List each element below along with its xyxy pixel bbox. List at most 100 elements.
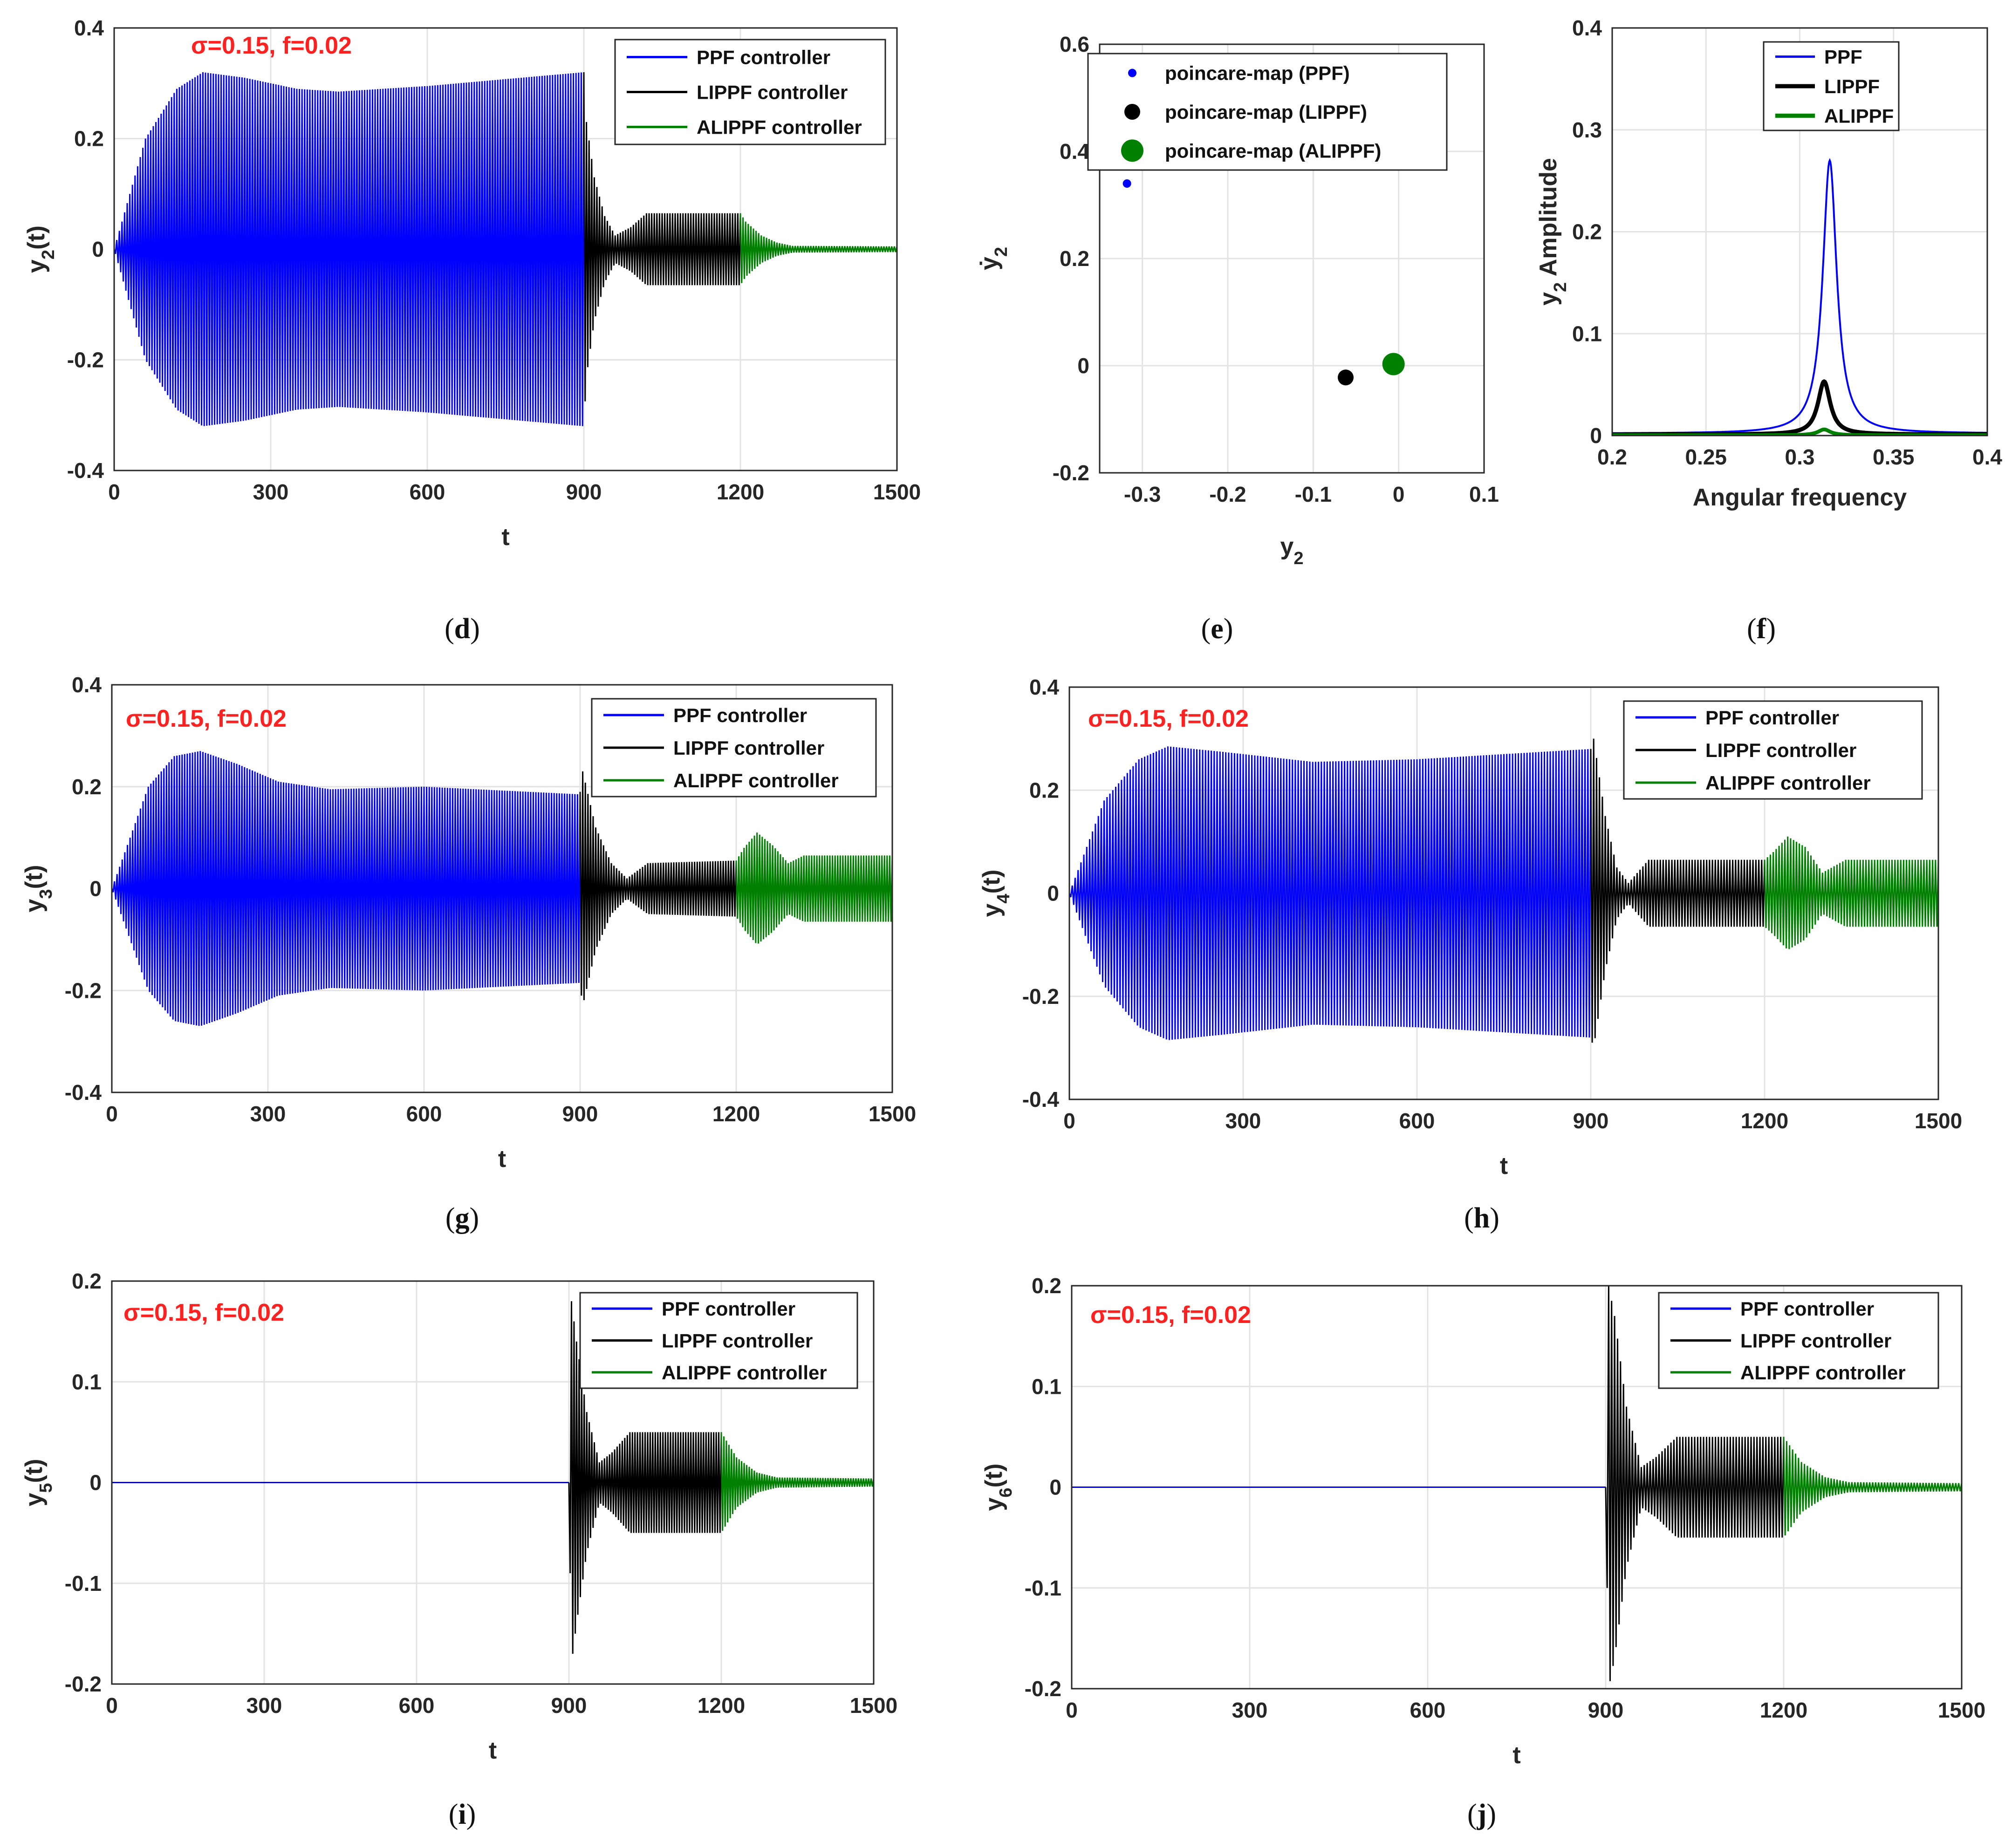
caption-i: (i) [448, 1799, 476, 1830]
chart-g-ytick-label-2: 0 [89, 877, 102, 901]
chart-i-xlabel: t [489, 1737, 497, 1764]
chart-i-ytick-label-4: 0.2 [72, 1269, 102, 1293]
chart-g-axes-box [111, 684, 893, 1093]
chart-panel-i: 0 300 600 900 1200 1500 -0.2 -0.1 0 0.1 0.2 t y5(t) σ… [0, 1258, 951, 1789]
chart-i-series-group [112, 1301, 874, 1654]
chart-d-ylabel-tail: (t) [23, 225, 50, 250]
chart-j-ytick-label-1: -0.1 [1025, 1576, 1061, 1600]
chart-f-ylabel-tail: Amplitude [1535, 158, 1562, 282]
chart-i-series-1-line [568, 1301, 722, 1654]
chart-j-xtick-label-5: 1500 [1938, 1698, 1985, 1722]
caption-j-letter: j [1477, 1799, 1487, 1830]
chart-e-legend-label-2: poincare-map (ALIPPF) [1165, 140, 1381, 162]
chart-j-ylabel-main: y [980, 1498, 1007, 1511]
chart-g-legend-label-2: ALIPPF controller [673, 770, 839, 791]
chart-i-axes-box [111, 1280, 875, 1685]
chart-d-xtick-label-0: 0 [108, 480, 120, 504]
chart-g-xtick-label-2: 600 [406, 1102, 442, 1126]
chart-h-ylabel: y4(t) [978, 869, 1013, 917]
chart-d-ylabel-sub: 2 [39, 250, 58, 259]
chart-g-xlabel: t [498, 1146, 506, 1173]
chart-d-ytick-label-0: -0.4 [67, 458, 104, 483]
chart-d-ytick-label-2: 0 [92, 237, 104, 261]
chart-h-xtick-label-3: 900 [1573, 1109, 1609, 1133]
chart-g-xtick-label-1: 300 [250, 1102, 286, 1126]
chart-d-xtick-label-5: 1500 [873, 480, 921, 504]
chart-f-svg: 0.2 0.25 0.3 0.35 0.4 0 0.1 0.2 0.3 0.4 Angular fr… [1535, 16, 2002, 511]
caption-f-letter: f [1756, 613, 1766, 645]
chart-h-legend-label-0: PPF controller [1705, 707, 1839, 729]
chart-i-xtick-label-4: 1200 [698, 1693, 745, 1718]
chart-j-ylabel: y6(t) [980, 1463, 1016, 1511]
chart-e-xtick-label-3: 0 [1393, 482, 1405, 506]
chart-f-xtick-label-4: 0.4 [1972, 445, 2002, 469]
chart-g-ylabel-sub: 3 [36, 889, 56, 899]
chart-h-xtick-label-4: 1200 [1741, 1109, 1788, 1133]
chart-g-series-1-line [579, 771, 737, 1001]
chart-g-ytick-label-4: 0.4 [72, 673, 102, 697]
chart-i-legend-label-1: LIPPF controller [662, 1330, 813, 1352]
chart-g-ytick-label-3: 0.2 [72, 775, 102, 799]
chart-g-xtick-label-0: 0 [106, 1102, 118, 1126]
chart-f-ylabel-main: y [1535, 292, 1562, 306]
chart-g-ytick-label-0: -0.4 [65, 1080, 102, 1105]
chart-j-ytick-label-3: 0.1 [1032, 1374, 1061, 1398]
chart-i-xtick-label-0: 0 [106, 1693, 118, 1718]
chart-j-xtick-label-1: 300 [1232, 1698, 1268, 1722]
chart-h-ylabel-tail: (t) [978, 869, 1005, 893]
chart-j-xlabel: t [1512, 1742, 1520, 1769]
chart-f-xlabel: Angular frequency [1693, 484, 1907, 511]
chart-e-ytick-label-3: 0.4 [1060, 139, 1089, 164]
chart-f-xtick-label-3: 0.35 [1873, 445, 1915, 469]
chart-d-ytick-label-4: 0.4 [74, 16, 104, 40]
chart-h-xtick-label-1: 300 [1225, 1109, 1261, 1133]
chart-panel-e: -0.3 -0.2 -0.1 0 0.1 -0.2 0 0.2 0.4 0.6 y2 ẏ2 poinca… [932, 0, 1510, 587]
chart-e-series-group [1122, 179, 1405, 386]
chart-g-xtick-label-5: 1500 [869, 1102, 916, 1126]
chart-f-legend-label-2: ALIPPF [1824, 105, 1894, 127]
chart-e-xlabel-sub: 2 [1293, 549, 1303, 568]
chart-i-ylabel: y5(t) [21, 1459, 56, 1506]
caption-d-letter: d [454, 613, 471, 645]
caption-h: (h) [1464, 1202, 1499, 1234]
chart-j-xtick-label-3: 900 [1588, 1698, 1624, 1722]
chart-i-ylabel-main: y [21, 1493, 48, 1507]
chart-e-xlabel: y2 [1280, 533, 1303, 568]
chart-d-svg: 0 300 600 900 1200 1500 -0.4 -0.2 0 0.2 0.4 t y2(t) σ… [23, 16, 921, 551]
chart-j-ytick-label-0: -0.2 [1025, 1677, 1061, 1701]
chart-e-svg: -0.3 -0.2 -0.1 0 0.1-0.200.20.40.6y2ẏ2poinca… [976, 32, 1499, 568]
chart-h-legend-label-2: ALIPPF controller [1705, 772, 1871, 794]
caption-g: (g) [445, 1202, 479, 1234]
chart-i-ytick-label-0: -0.2 [65, 1672, 102, 1696]
chart-h-ylabel-main: y [978, 904, 1005, 917]
chart-g-xtick-label-4: 1200 [712, 1102, 760, 1126]
chart-j-series-1-line [1605, 1286, 1785, 1681]
chart-d-ytick-label-3: 0.2 [74, 127, 104, 151]
chart-e-point-1-0 [1338, 369, 1354, 386]
chart-d-xtick-label-2: 600 [410, 480, 445, 504]
chart-e-ytick-label-1: 0 [1077, 354, 1089, 378]
chart-j-ytick-label-2: 0 [1049, 1475, 1061, 1500]
chart-d-legend: PPF controller LIPPF controller ALIPPF con… [614, 39, 886, 145]
chart-f-legend: PPF LIPPF ALIPPF [1763, 41, 1900, 131]
chart-d-xlabel: t [501, 524, 509, 551]
chart-e-xtick-label-0: -0.3 [1124, 482, 1161, 506]
chart-i-xtick-label-5: 1500 [850, 1693, 897, 1718]
chart-j-legend-label-0: PPF controller [1740, 1298, 1874, 1320]
chart-h-axes-box [1068, 686, 1939, 1100]
chart-j-series-2-line [1783, 1437, 1962, 1536]
chart-e-legend: poincare-map (PPF) poincare-map (LIPPF) po… [1087, 53, 1448, 171]
chart-j-axes-box [1071, 1285, 1963, 1690]
chart-f-xtick-label-2: 0.3 [1785, 445, 1815, 469]
chart-f-ytick-label-3: 0.3 [1572, 118, 1602, 142]
chart-f-ylabel: y2 Amplitude [1535, 158, 1570, 306]
chart-i-svg: 0 300 600 900 1200 1500 -0.2 -0.1 0 0.1 0.2 t y5(t) σ… [21, 1269, 897, 1764]
chart-d-ytick-label-1: -0.2 [67, 348, 104, 372]
chart-d-series-1-line [583, 72, 741, 402]
chart-d-legend-label-2: ALIPPF controller [697, 116, 862, 138]
chart-h-legend: PPF controller LIPPF controller ALIPPF con… [1623, 700, 1923, 800]
chart-f-legend-label-1: LIPPF [1824, 75, 1880, 97]
chart-e-ylabel-main: ẏ [976, 257, 1003, 270]
chart-d-series-0-line [114, 72, 585, 426]
chart-j-legend-label-2: ALIPPF controller [1740, 1362, 1906, 1384]
